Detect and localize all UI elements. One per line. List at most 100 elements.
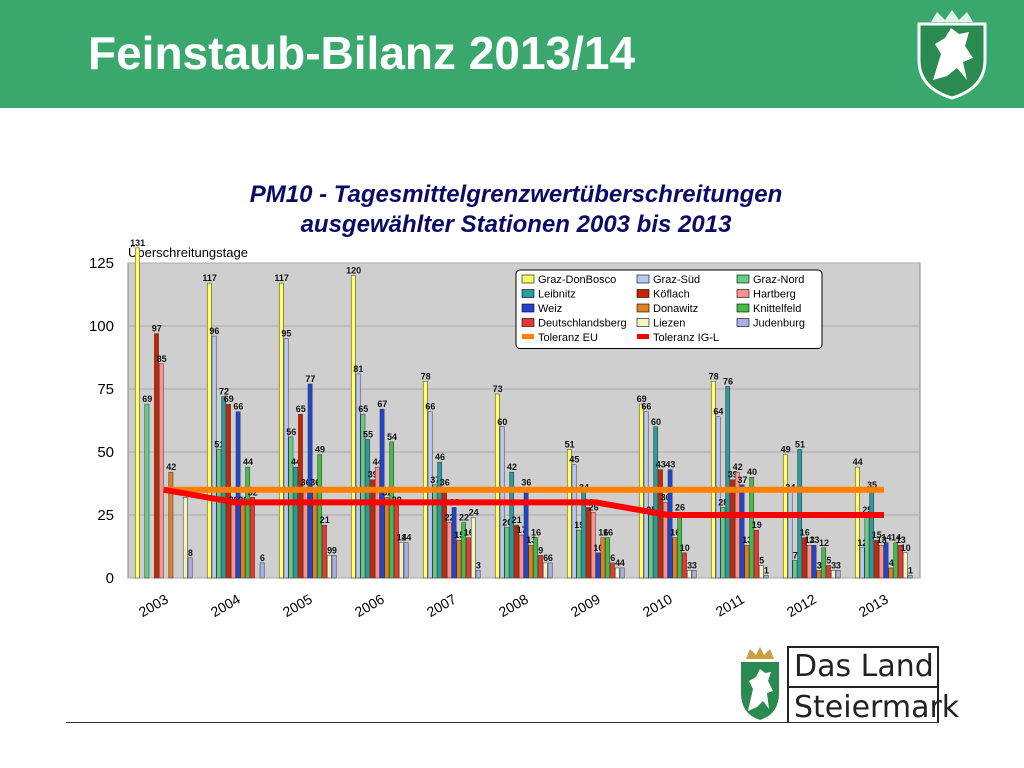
bar-2004-Graz-Süd: [211, 335, 217, 579]
bar-2013-Graz-DonBosco: [854, 466, 860, 579]
data-label: 117: [274, 273, 289, 283]
data-label: 13: [809, 535, 819, 545]
legend-swatch: [636, 289, 650, 298]
bar-2013-Weiz: [883, 542, 889, 579]
legend-label: Graz-Nord: [753, 274, 804, 286]
x-tick-label: 2006: [352, 591, 387, 621]
data-label: 3: [817, 560, 822, 570]
y-axis-label: Überschreitungstage: [128, 245, 248, 260]
bar-2003-Donawitz: [168, 471, 174, 579]
bar-2012-Graz-Nord: [792, 560, 798, 579]
data-label: 20: [502, 518, 512, 528]
bar-2007-Graz-Süd: [427, 411, 433, 579]
bar-2010-Leibnitz: [653, 426, 659, 579]
bar-2013-Knittelfeld: [893, 542, 899, 579]
chart-title-line-1: PM10 - Tagesmittelgrenzwertüberschreitun…: [249, 181, 783, 208]
data-label: 49: [315, 445, 325, 455]
bar-2008-Leibnitz: [509, 471, 515, 579]
data-label: 46: [435, 452, 445, 462]
bar-2009-Graz-Nord: [576, 529, 582, 579]
styria-crest-icon: [917, 10, 987, 100]
data-label: 39: [368, 470, 378, 480]
bar-2013-Donawitz: [888, 567, 894, 579]
bar-2011-Knittelfeld: [749, 476, 755, 579]
data-label: 40: [747, 467, 757, 477]
bar-2004-Knittelfeld: [245, 466, 251, 579]
data-label: 14: [891, 533, 901, 543]
bar-2012-Weiz: [811, 544, 817, 579]
data-label: 64: [713, 407, 723, 417]
data-label: 16: [598, 528, 608, 538]
data-label: 49: [781, 445, 791, 455]
data-label: 12: [819, 538, 829, 548]
bar-2006-Graz-DonBosco: [350, 275, 356, 579]
x-tick-label: 2011: [713, 591, 747, 620]
bar-2006-Hartberg: [374, 466, 380, 579]
bar-2013-Köflach: [874, 539, 879, 579]
data-label: 56: [286, 427, 296, 437]
data-label: 6: [543, 553, 548, 563]
legend-swatch: [521, 303, 535, 313]
bar-2007-Graz-DonBosco: [422, 381, 428, 579]
data-label: 9: [332, 545, 337, 555]
bar-2004-Judenburg: [259, 562, 265, 579]
data-label: 25: [862, 505, 872, 515]
data-label: 5: [759, 555, 764, 565]
slide-header: Feinstaub-Bilanz 2013/14: [0, 0, 881, 108]
bar-2007-Knittelfeld: [461, 522, 467, 579]
bar-2010-Deutschlandsberg: [682, 552, 687, 579]
data-label: 42: [733, 462, 743, 472]
data-label: 76: [723, 376, 733, 386]
legend-swatch: [636, 303, 650, 313]
bar-2013-Liezen: [902, 552, 908, 579]
bar-2010-Judenburg: [691, 570, 697, 579]
legend-label: Weiz: [538, 303, 562, 315]
data-label: 36: [301, 477, 311, 487]
data-label: 44: [373, 457, 383, 467]
data-label: 51: [795, 439, 805, 449]
data-label: 37: [737, 475, 747, 485]
data-label: 10: [680, 543, 690, 553]
bar-2011-Graz-Süd: [715, 416, 721, 579]
data-label: 36: [310, 477, 320, 487]
data-label: 1: [764, 565, 769, 575]
data-label: 3: [476, 560, 481, 570]
data-label: 44: [853, 457, 863, 467]
bar-2008-Deutschlandsberg: [538, 555, 543, 579]
bar-2009-Deutschlandsberg: [610, 562, 615, 579]
bar-2005-Liezen: [326, 555, 332, 579]
data-label: 81: [353, 364, 363, 374]
bar-2007-Donawitz: [456, 539, 462, 579]
bar-2012-Liezen: [830, 570, 836, 579]
chart-area: 0 25 50 75 100 125 Überschreitungstage 131 69 97 8…: [0, 170, 1024, 640]
data-label: 3: [831, 560, 836, 570]
bar-2003-Liezen: [182, 497, 188, 579]
x-tick-label: 2005: [280, 591, 315, 621]
data-label: 7: [793, 550, 798, 560]
legend-label: Toleranz IG-L: [653, 332, 719, 344]
legend-label: Graz-DonBosco: [538, 274, 616, 286]
bar-2006-Judenburg: [403, 542, 409, 579]
data-label: 44: [243, 457, 253, 467]
bar-2012-Judenburg: [835, 570, 841, 579]
data-label: 28: [718, 497, 728, 507]
y-tick-label: 0: [106, 570, 114, 587]
data-label: 26: [589, 502, 599, 512]
data-label: 4: [620, 558, 625, 568]
data-label: 96: [209, 326, 219, 336]
bar-2011-Köflach: [730, 479, 735, 579]
data-label: 9: [538, 545, 543, 555]
data-label: 67: [377, 399, 387, 409]
data-label: 66: [641, 402, 651, 412]
y-tick-label: 100: [89, 318, 114, 335]
data-label: 5: [826, 555, 831, 565]
data-label: 85: [157, 354, 167, 364]
bar-2012-Donawitz: [816, 570, 822, 579]
slide-title: Feinstaub-Bilanz 2013/14: [88, 27, 636, 79]
logo-graphic: [739, 646, 939, 724]
bar-2009-Judenburg: [619, 567, 625, 579]
x-tick-label: 2003: [136, 591, 171, 621]
data-label: 78: [709, 371, 719, 381]
data-label: 35: [867, 480, 877, 490]
bar-2006-Graz-Süd: [355, 373, 361, 579]
